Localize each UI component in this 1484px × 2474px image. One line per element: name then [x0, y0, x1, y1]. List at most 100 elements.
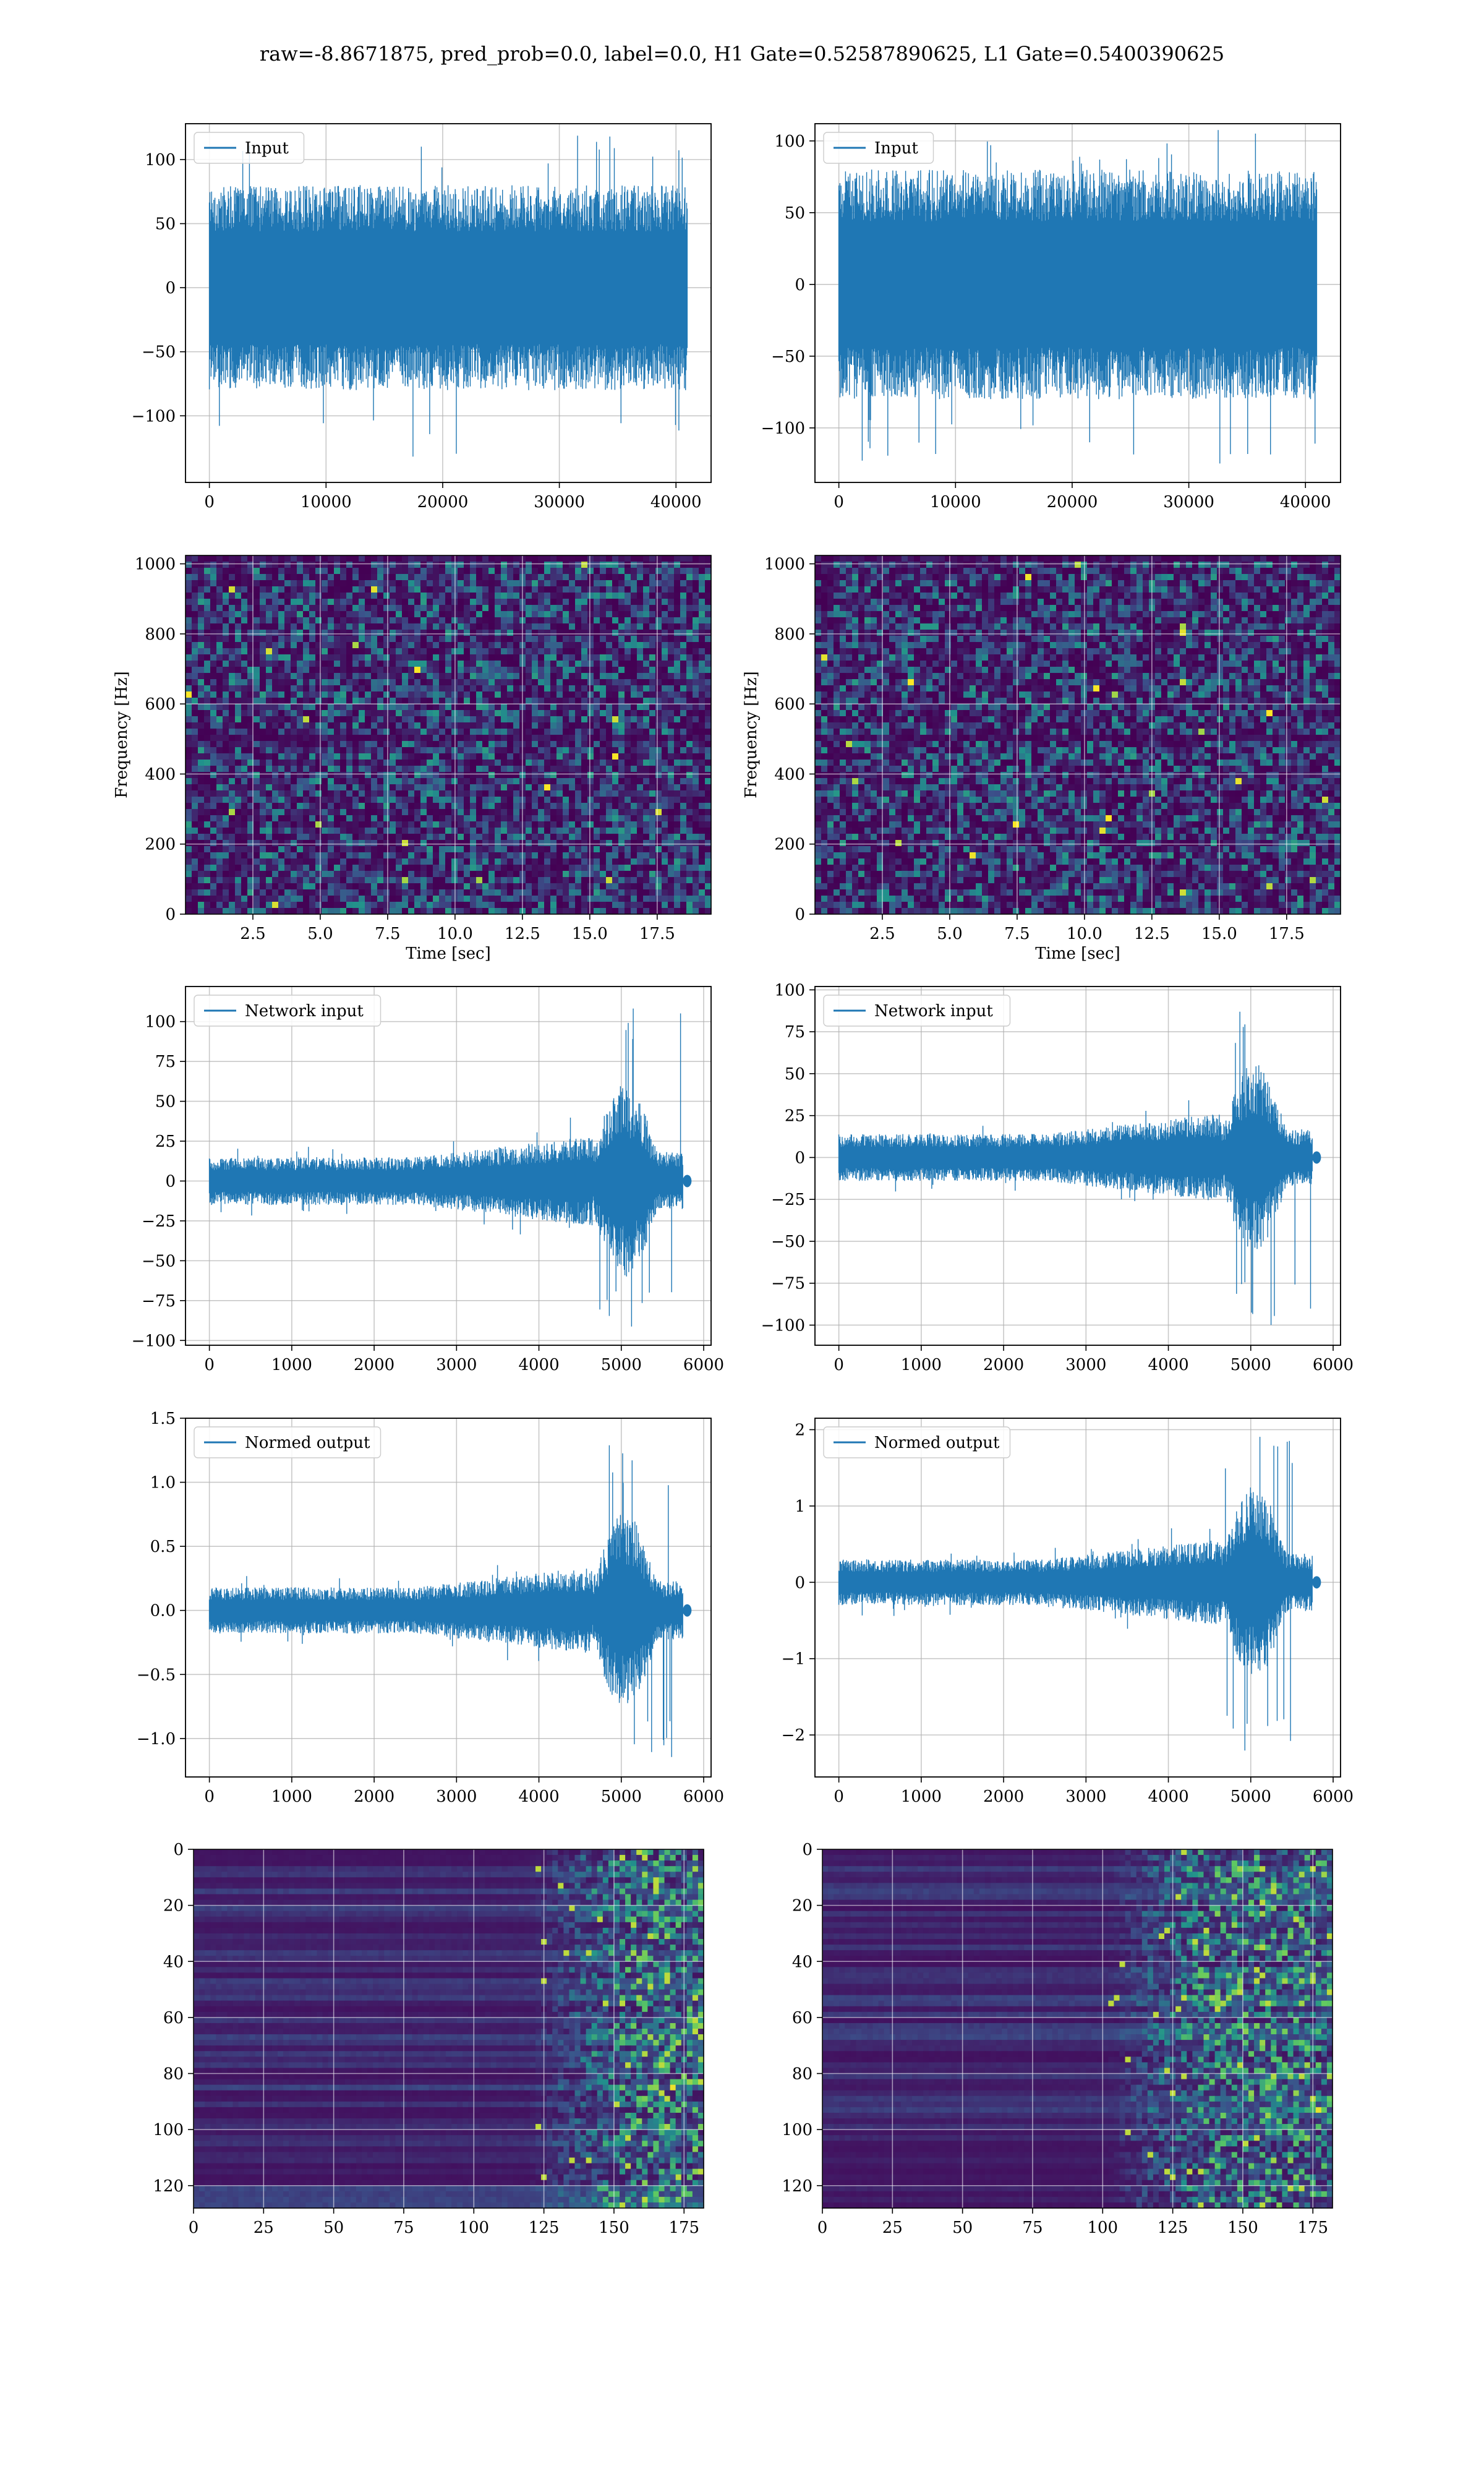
series-line	[208, 135, 688, 457]
x-tick-label: 25	[254, 2219, 274, 2237]
x-tick-label: 3000	[436, 1787, 477, 1806]
y-tick-label: 20	[792, 1897, 812, 1915]
y-tick-label: −100	[761, 419, 805, 438]
legend-box	[194, 132, 305, 164]
x-tick-label: 100	[1087, 2219, 1118, 2237]
y-tick-label: −75	[142, 1292, 176, 1311]
x-tick-label: 17.5	[639, 925, 675, 943]
x-tick-label: 100	[458, 2219, 489, 2237]
y-tick-label: 80	[792, 2065, 812, 2084]
legend-box	[823, 1426, 1011, 1458]
y-tick-label: −100	[132, 407, 176, 426]
y-tick-label: 120	[153, 2177, 184, 2196]
x-tick-label: 3000	[1065, 1356, 1106, 1374]
legend-label: Input	[245, 139, 289, 158]
x-tick-label: 7.5	[1004, 925, 1030, 943]
x-tick-label: 12.5	[505, 925, 540, 943]
y-tick-label: 2	[795, 1421, 805, 1440]
y-tick-label: 50	[155, 215, 176, 234]
y-tick-label: −25	[142, 1212, 176, 1231]
x-tick-label: 40000	[650, 493, 702, 511]
l1-spectrogram-grid	[815, 555, 1341, 915]
l1-normed-output-series	[838, 1437, 1321, 1751]
legend-box	[823, 995, 1011, 1027]
h1-normed-output-series	[208, 1445, 692, 1757]
h1-spectrogram-grid	[186, 555, 711, 915]
x-tick-label: 0	[834, 1787, 844, 1806]
x-tick-label: 1000	[271, 1356, 312, 1374]
y-tick-label: 20	[163, 1897, 184, 1915]
x-tick-label: 0	[834, 1356, 844, 1374]
x-tick-label: 4000	[1148, 1787, 1188, 1806]
x-tick-label: 10000	[930, 493, 981, 511]
y-tick-label: 0	[795, 1573, 805, 1592]
legend-label: Normed output	[874, 1434, 1000, 1452]
y-tick-label: 100	[153, 2121, 184, 2139]
y-tick-label: 80	[163, 2065, 184, 2084]
y-tick-label: −1	[782, 1650, 805, 1669]
y-tick-label: 100	[774, 132, 805, 151]
y-tick-label: −100	[132, 1332, 176, 1350]
y-tick-label: −50	[142, 1252, 176, 1270]
x-tick-label: 0	[834, 493, 844, 511]
y-tick-label: 1000	[135, 555, 176, 574]
y-tick-label: 75	[785, 1023, 805, 1042]
x-tick-label: 2000	[354, 1787, 394, 1806]
y-tick-label: 400	[145, 765, 176, 784]
legend: Network input	[194, 995, 382, 1027]
y-tick-label: 40	[163, 1953, 184, 1971]
x-tick-label: 5000	[601, 1356, 642, 1374]
y-tick-label: 50	[785, 1065, 805, 1084]
y-tick-label: 0.5	[150, 1538, 176, 1556]
h1-input-series	[208, 135, 688, 457]
x-tick-label: 150	[1227, 2219, 1258, 2237]
h1-spectrogram-frame	[185, 555, 712, 915]
y-tick-label: 800	[774, 625, 805, 644]
x-tick-label: 30000	[534, 493, 585, 511]
x-tick-label: 5.0	[307, 925, 333, 943]
x-tick-label: 150	[599, 2219, 629, 2237]
x-tick-label: 2.5	[869, 925, 895, 943]
y-tick-label: 0	[802, 1841, 812, 1859]
x-tick-label: 7.5	[375, 925, 400, 943]
h1-feature-map-frame	[193, 1849, 704, 2209]
y-tick-label: −25	[771, 1191, 805, 1209]
x-tick-label: 10.0	[437, 925, 473, 943]
x-tick-label: 0	[817, 2219, 828, 2237]
l1-spectrogram-image	[815, 555, 1341, 915]
x-tick-label: 5.0	[937, 925, 962, 943]
x-tick-label: 175	[1297, 2219, 1328, 2237]
legend: Input	[194, 132, 305, 164]
x-tick-label: 15.0	[1201, 925, 1237, 943]
y-tick-label: 400	[774, 765, 805, 784]
x-tick-label: 50	[952, 2219, 973, 2237]
x-tick-label: 4000	[518, 1356, 559, 1374]
h1-network-input-axes: 0 1000 2000 3000 4000 5000 6000 −100 −75 −50 −25 0 2…	[132, 986, 724, 1374]
l1-feature-map-axes: 0 25 50 75 100 125 150 175 0 20 40 60 80 100 120	[782, 1841, 1333, 2237]
x-tick-label: 4000	[518, 1787, 559, 1806]
y-tick-label: 50	[785, 204, 805, 223]
series-end-marker	[683, 1175, 692, 1188]
x-tick-label: 15.0	[572, 925, 608, 943]
y-tick-label: −2	[782, 1726, 805, 1745]
y-tick-label: 50	[155, 1093, 176, 1111]
x-axis-label: Time [sec]	[1035, 944, 1120, 963]
x-tick-label: 125	[1158, 2219, 1188, 2237]
y-tick-label: 0	[165, 279, 176, 297]
l1-network-input-series	[838, 1011, 1321, 1325]
x-tick-label: 0	[204, 1356, 215, 1374]
series-line	[208, 1008, 688, 1327]
legend-label: Network input	[245, 1002, 364, 1021]
y-tick-label: 1000	[764, 555, 805, 574]
x-tick-label: 2000	[354, 1356, 394, 1374]
legend-box	[194, 995, 382, 1027]
l1-input-series	[838, 130, 1318, 464]
series-end-marker	[1312, 1151, 1321, 1164]
y-tick-label: 75	[155, 1053, 176, 1071]
x-tick-label: 10000	[301, 493, 352, 511]
y-tick-label: 200	[774, 836, 805, 854]
x-tick-label: 0	[204, 493, 215, 511]
legend: Input	[823, 132, 934, 164]
x-tick-label: 75	[1022, 2219, 1043, 2237]
y-tick-label: 200	[145, 836, 176, 854]
